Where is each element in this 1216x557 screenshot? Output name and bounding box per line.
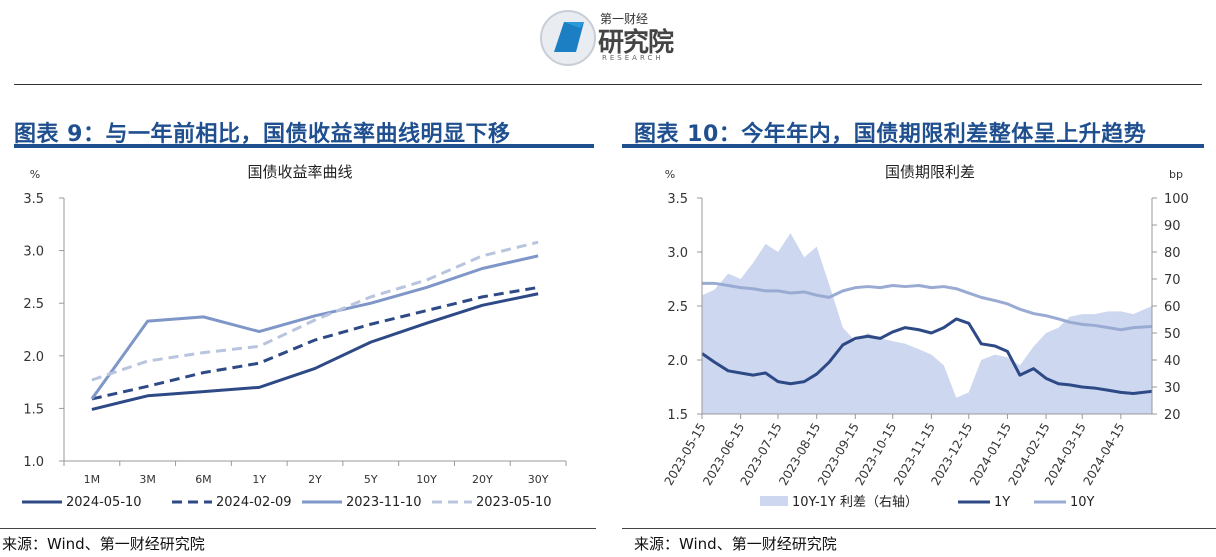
logo-main-text: 研究院 <box>598 28 674 58</box>
right-panel-title: 图表 10：今年年内，国债期限利差整体呈上升趋势 <box>634 122 1147 147</box>
y2-tick-label: 90 <box>1164 219 1181 234</box>
legend-label: 2023-11-10 <box>346 495 422 510</box>
y2-tick-label: 100 <box>1164 192 1189 207</box>
y-axis-unit: % <box>665 168 675 181</box>
y2-tick-label: 30 <box>1164 381 1181 396</box>
y2-tick-label: 20 <box>1164 408 1181 423</box>
series-line <box>91 292 539 411</box>
left-source: 来源：Wind、第一财经研究院 <box>2 535 205 553</box>
logo-cn-text: 第一财经 <box>600 12 649 26</box>
legend-label: 2023-05-10 <box>476 495 552 510</box>
y2-tick-label: 50 <box>1164 327 1181 342</box>
y-tick-label: 1.5 <box>667 408 688 423</box>
term-spread-chart: 国债期限利差% bp 1.5 2.0 2.5 3.0 3.5 20 30 40 50 60 70 80 90… <box>662 163 1189 510</box>
legend-swatch <box>760 496 788 506</box>
y-tick-label: 3.0 <box>23 245 44 260</box>
y-tick-label: 3.0 <box>667 246 688 261</box>
y-tick-label: 3.5 <box>667 192 688 207</box>
right-source: 来源：Wind、第一财经研究院 <box>634 535 837 553</box>
y-tick-label: 2.5 <box>23 297 44 312</box>
y2-tick-label: 40 <box>1164 354 1181 369</box>
y-tick-label: 2.5 <box>667 300 688 315</box>
series-line <box>701 317 1153 395</box>
y-tick-label: 1.0 <box>23 455 44 470</box>
y2-axis-unit: bp <box>1169 168 1183 181</box>
y-tick-label: 1.5 <box>23 402 44 417</box>
series-line <box>91 240 539 382</box>
header-logo: 第一财经 研究院 RESEARCH <box>540 8 690 68</box>
series-line <box>702 281 1153 332</box>
chart-title: 国债收益率曲线 <box>247 163 352 181</box>
x-tick-label: 5Y <box>364 473 378 486</box>
x-tick-label: 30Y <box>528 473 549 486</box>
x-tick-label: 2024-04-15 <box>1080 421 1127 488</box>
x-tick-label: 3M <box>139 473 156 486</box>
chart-title: 国债期限利差 <box>885 163 975 181</box>
y2-tick-label: 60 <box>1164 300 1181 315</box>
left-title-rule <box>14 144 594 148</box>
legend-label: 10Y <box>1070 495 1095 510</box>
spread-area <box>702 233 1152 414</box>
x-tick-label: 2Y <box>308 473 322 486</box>
y-tick-label: 2.0 <box>23 350 44 365</box>
legend-label: 2024-05-10 <box>66 495 142 510</box>
left-bottom-rule <box>0 528 596 529</box>
series-line <box>90 254 539 400</box>
x-tick-label: 6M <box>195 473 212 486</box>
logo-en-text: RESEARCH <box>602 54 664 62</box>
legend-label: 2024-02-09 <box>216 495 292 510</box>
x-tick-label: 1M <box>84 473 101 486</box>
y2-tick-label: 80 <box>1164 246 1181 261</box>
right-title-rule <box>622 144 1204 148</box>
legend-label: 10Y-1Y 利差（右轴） <box>792 495 918 510</box>
x-tick-label: 1Y <box>252 473 266 486</box>
x-tick-label: 20Y <box>472 473 493 486</box>
legend-label: 1Y <box>994 495 1010 510</box>
logo-emblem-icon <box>540 10 596 66</box>
series-line <box>91 285 539 401</box>
header-divider <box>14 84 1202 85</box>
y-tick-label: 3.5 <box>23 192 44 207</box>
yield-curve-chart: 国债收益率曲线% 1.0 1.5 2.0 2.5 3.0 3.5 1M 3M 6M 1Y 2Y 5Y 10… <box>22 163 567 510</box>
left-panel-title: 图表 9：与一年前相比，国债收益率曲线明显下移 <box>14 122 511 147</box>
y2-tick-label: 70 <box>1164 273 1181 288</box>
y-axis-unit: % <box>30 168 40 181</box>
x-tick-label: 10Y <box>416 473 437 486</box>
y-tick-label: 2.0 <box>667 354 688 369</box>
right-bottom-rule <box>622 528 1216 529</box>
